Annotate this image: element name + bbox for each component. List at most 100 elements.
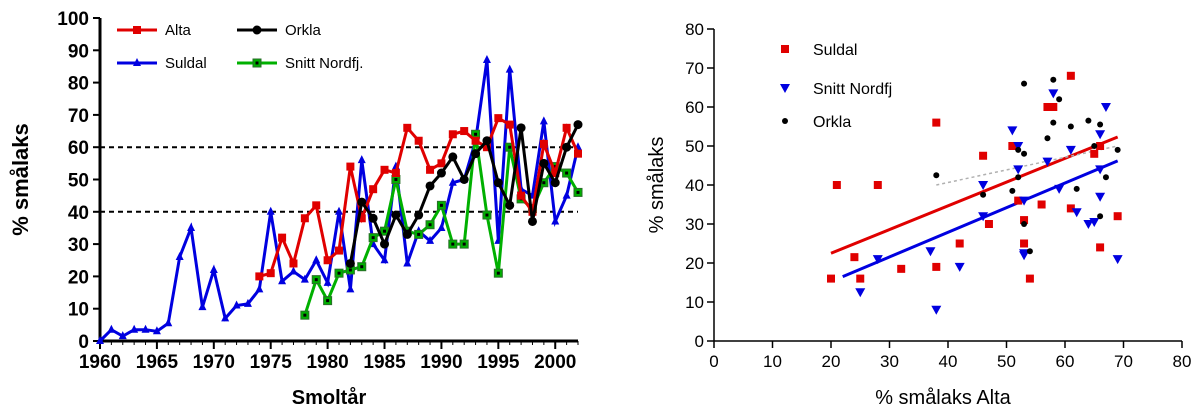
- right-y-tick-label: 80: [685, 20, 704, 39]
- scatter-point: [1113, 212, 1122, 221]
- scatter-point: [1037, 200, 1046, 209]
- right-y-axis-title: % smålaks: [646, 137, 668, 234]
- data-point-dot: [508, 145, 512, 149]
- data-point: [517, 191, 526, 200]
- left-x-tick-label: 1995: [477, 352, 520, 373]
- scatter-point: [1114, 146, 1121, 153]
- data-point: [402, 229, 412, 239]
- scatter-point: [1013, 142, 1024, 151]
- right-y-tick-label: 50: [685, 137, 704, 156]
- scatter-point: [1083, 220, 1094, 229]
- scatter-point: [978, 181, 989, 190]
- data-point-dot: [553, 165, 557, 169]
- scatter-point: [1021, 221, 1028, 227]
- scatter-point: [1007, 126, 1018, 136]
- scatter-point: [1073, 185, 1080, 192]
- data-point-dot: [383, 229, 387, 233]
- scatter-point: [1095, 165, 1106, 175]
- data-point: [357, 155, 366, 164]
- left-x-tick-label: 1985: [363, 352, 406, 373]
- data-point-dot: [451, 242, 455, 246]
- data-point: [562, 142, 572, 152]
- left-y-tick-label: 30: [68, 235, 89, 256]
- scatter-point: [873, 181, 882, 189]
- scatter-point: [980, 191, 987, 198]
- scatter-point: [1085, 117, 1092, 124]
- data-point: [493, 178, 503, 188]
- right-y-tick-label: 60: [685, 98, 704, 117]
- left-y-tick-label: 100: [57, 9, 89, 30]
- scatter-point: [1020, 216, 1029, 225]
- data-point-dot: [496, 271, 500, 275]
- scatter-point: [1042, 157, 1053, 167]
- data-point: [482, 143, 491, 152]
- data-point: [335, 246, 343, 255]
- data-point: [380, 239, 390, 249]
- left-y-tick-label: 90: [68, 41, 89, 62]
- scatter-point: [1095, 130, 1106, 140]
- legend-marker: [133, 26, 141, 34]
- data-point-dot: [485, 213, 489, 217]
- scatter-point: [1091, 143, 1098, 149]
- data-point: [539, 139, 548, 148]
- data-point-dot: [337, 271, 341, 275]
- left-x-tick-label: 2000: [534, 352, 576, 373]
- data-point: [141, 324, 150, 333]
- left-y-tick-label: 50: [68, 171, 89, 192]
- data-point: [345, 258, 355, 268]
- scatter-legend-item: Snitt Nordfj: [780, 81, 892, 98]
- scatter-point: [1050, 119, 1057, 126]
- data-point-dot: [348, 268, 352, 272]
- data-point: [539, 116, 548, 125]
- scatter-point: [1015, 146, 1022, 153]
- scatter-point: [1021, 80, 1028, 87]
- legend-label: Orkla: [813, 114, 851, 131]
- legend-marker: [133, 58, 141, 66]
- regression-line: [830, 135, 1119, 255]
- legend-item: Suldal: [117, 55, 207, 72]
- right-y-tick-label: 10: [685, 293, 704, 312]
- data-point: [550, 178, 560, 188]
- left-y-tick-label: 20: [68, 267, 89, 288]
- data-point: [368, 213, 378, 223]
- legend-label: Snitt Nordfj.: [285, 55, 363, 72]
- left-x-tick-label: 1980: [306, 352, 348, 373]
- scatter-point: [933, 172, 940, 179]
- data-point: [414, 210, 424, 220]
- data-point: [130, 324, 139, 333]
- data-point: [459, 175, 469, 184]
- data-point: [391, 210, 401, 220]
- right-x-tick-label: 40: [939, 352, 958, 371]
- data-point: [266, 206, 275, 215]
- data-point: [335, 206, 343, 215]
- data-point: [187, 222, 196, 231]
- right-x-tick-label: 20: [822, 352, 841, 371]
- scatter-point: [1021, 150, 1028, 157]
- scatter-point: [872, 255, 883, 265]
- scatter-point: [1071, 208, 1082, 218]
- left-y-tick-label: 0: [78, 332, 89, 353]
- data-point: [562, 123, 571, 132]
- scatter-legend-item: Orkla: [782, 114, 851, 131]
- regression-line: [842, 159, 1119, 279]
- data-point: [232, 300, 241, 309]
- data-point: [346, 284, 355, 293]
- right-x-tick-label: 50: [997, 352, 1016, 371]
- data-point: [255, 284, 264, 293]
- data-point-dot: [417, 232, 421, 236]
- legend-marker: [782, 118, 788, 124]
- data-point: [562, 190, 571, 199]
- left-x-axis-title: Smoltår: [292, 386, 367, 409]
- right-y-tick-label: 20: [685, 254, 704, 273]
- data-point: [551, 169, 560, 178]
- data-point: [505, 200, 515, 210]
- scatter-point: [1013, 165, 1024, 175]
- data-point: [426, 165, 435, 174]
- scatter-series-orkla: [933, 76, 1121, 255]
- scatter-point: [1014, 196, 1023, 205]
- left-y-tick-label: 40: [68, 203, 89, 224]
- data-point: [425, 181, 435, 191]
- scatter-point: [932, 118, 941, 127]
- scatter-point: [1065, 145, 1076, 155]
- data-point: [198, 302, 207, 311]
